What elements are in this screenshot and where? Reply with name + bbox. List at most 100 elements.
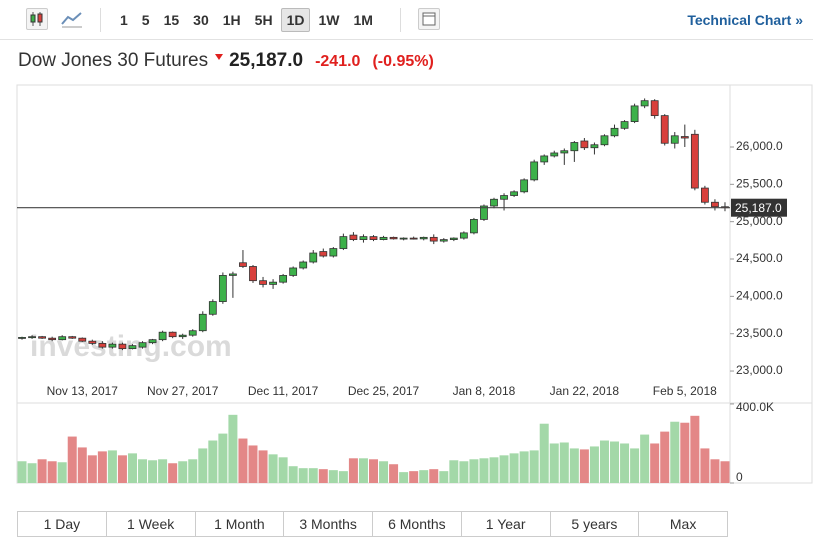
candle-body — [299, 261, 308, 269]
candle-body — [208, 301, 217, 315]
candle-body — [28, 336, 36, 339]
candle-body — [540, 155, 549, 163]
volume-bar — [358, 458, 368, 483]
volume-bar — [399, 472, 409, 483]
volume-bar — [620, 443, 630, 483]
candle-body — [470, 219, 478, 234]
volume-bar — [238, 438, 248, 483]
volume-bar — [218, 433, 228, 483]
volume-bar — [700, 448, 710, 483]
calendar-icon[interactable] — [418, 8, 440, 30]
range-button[interactable]: 1 Day — [18, 512, 107, 536]
volume-bar — [439, 471, 449, 483]
volume-bar — [168, 463, 178, 483]
candle-body — [580, 140, 589, 149]
interval-button[interactable]: 5H — [254, 12, 273, 28]
volume-bar — [57, 462, 67, 483]
candle-body — [570, 142, 579, 152]
volume-bar — [198, 448, 208, 483]
volume-bar — [288, 466, 298, 483]
candle-body — [660, 115, 669, 144]
x-tick-label: Dec 25, 2017 — [348, 384, 420, 398]
candle-body — [108, 343, 117, 348]
volume-bar — [228, 414, 238, 483]
candle-body — [118, 343, 127, 350]
volume-bar — [117, 455, 127, 483]
interval-button[interactable]: 1D — [280, 8, 311, 32]
candle-body — [168, 331, 177, 338]
candle-body — [510, 191, 518, 196]
volume-bar — [379, 461, 389, 483]
y-tick-label: 24,000.0 — [736, 289, 783, 303]
volume-bar — [720, 461, 730, 483]
candle-body — [319, 251, 328, 257]
candle-body — [279, 275, 288, 283]
volume-bar — [610, 441, 620, 483]
volume-bar — [489, 457, 499, 483]
candle-body — [78, 337, 87, 342]
line-icon[interactable] — [60, 8, 84, 35]
interval-button[interactable]: 15 — [163, 12, 180, 28]
x-tick-label: Jan 22, 2018 — [550, 384, 620, 398]
candle-body — [550, 152, 559, 157]
volume-bar — [499, 455, 509, 483]
volume-bar — [369, 459, 378, 483]
last-price-label: 25,187.0 — [735, 201, 782, 215]
candle-body — [680, 136, 689, 139]
candle-body — [178, 334, 187, 338]
y-tick-label: 26,000.0 — [736, 139, 783, 153]
volume-bar — [107, 450, 117, 483]
technical-chart-link[interactable]: Technical Chart » — [687, 12, 803, 28]
range-button[interactable]: 3 Months — [284, 512, 373, 536]
interval-button[interactable]: 30 — [193, 12, 209, 28]
range-button[interactable]: Max — [669, 516, 697, 532]
down-marker — [215, 54, 224, 60]
candlestick-icon[interactable] — [26, 8, 48, 30]
volume-bar — [630, 448, 640, 483]
candle-body — [700, 187, 709, 203]
candle-body — [88, 340, 97, 344]
candle-body — [389, 236, 398, 240]
candle-body — [18, 337, 26, 339]
interval-button[interactable]: 1 — [120, 12, 128, 28]
y-tick-label: 23,500.0 — [736, 326, 783, 340]
icon — [30, 12, 43, 26]
candle-body — [429, 236, 438, 242]
y-tick-label: 23,000.0 — [736, 363, 783, 377]
candle-body — [148, 339, 157, 344]
interval-button[interactable]: 5 — [141, 12, 150, 28]
volume-bar — [589, 446, 599, 483]
interval-button[interactable]: 1M — [353, 12, 373, 28]
range-button[interactable]: 1 Month — [196, 512, 285, 536]
volume-bar — [77, 447, 87, 483]
volume-bar — [459, 461, 469, 483]
y2-tick-label: 0 — [736, 470, 743, 484]
candle-body — [48, 337, 57, 341]
volume-bar — [338, 471, 348, 483]
candle-body — [218, 275, 227, 302]
separator — [100, 8, 101, 32]
range-button[interactable]: 1 Year — [462, 512, 551, 536]
volume-bar — [208, 440, 218, 483]
interval-button[interactable]: 1W — [318, 12, 340, 28]
range-button[interactable]: 6 Months — [373, 512, 462, 536]
range-button[interactable]: 1 Week — [107, 512, 196, 536]
candle-body — [138, 342, 147, 348]
price-change: -241.0 — [315, 53, 361, 70]
volume-bar — [429, 469, 439, 483]
last-price: 25,187.0 — [229, 50, 304, 71]
candle-body — [329, 248, 338, 257]
volume-bar — [539, 423, 549, 483]
volume-bar — [178, 461, 188, 483]
candle-body — [500, 195, 508, 200]
range-button[interactable]: 5 years — [551, 512, 640, 536]
volume-bar — [158, 459, 168, 483]
candle-body — [309, 252, 318, 263]
toolbar: 1 5 15 30 1H 5H 1D 1W 1M Technical Chart » — [0, 0, 813, 40]
interval-button[interactable]: 1H — [222, 12, 241, 28]
volume-bar — [579, 449, 589, 483]
volume-bar — [258, 450, 268, 483]
candle-body — [259, 280, 267, 285]
candle-body — [128, 345, 137, 350]
candle-body — [670, 135, 679, 144]
